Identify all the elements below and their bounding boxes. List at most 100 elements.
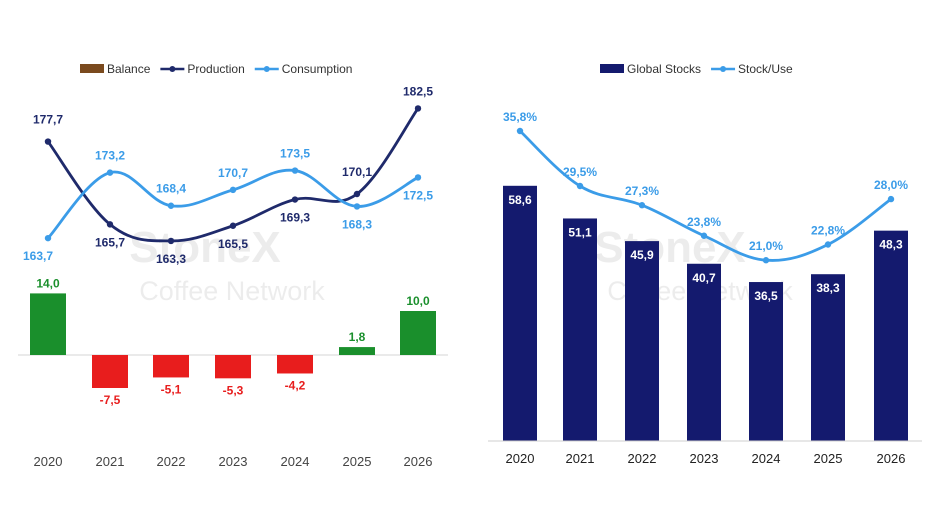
consumption-data-label: 168,3 [342, 217, 372, 231]
production-data-label: 170,1 [342, 165, 372, 179]
production-point [229, 222, 237, 229]
global-stocks-bar [811, 274, 845, 441]
global-stocks-bar [563, 218, 597, 441]
balance-chart: Balance Production Consumption StoneX Coff… [18, 62, 448, 469]
legend-label: Stock/Use [738, 62, 793, 76]
consumption-point [291, 167, 299, 174]
production-point [414, 105, 422, 112]
x-tick-label: 2023 [219, 454, 248, 469]
global-stocks-data-label: 58,6 [508, 193, 532, 207]
stock-use-point [700, 232, 708, 239]
stock-use-data-label: 23,8% [687, 215, 721, 229]
balance-bar [30, 293, 66, 355]
stock-use-data-label: 22,8% [811, 223, 845, 237]
production-point [291, 196, 299, 203]
stock-use-data-label: 21,0% [749, 239, 783, 253]
legend-label: Consumption [282, 62, 353, 76]
x-tick-label: 2021 [566, 451, 595, 466]
legend-label: Global Stocks [627, 62, 701, 76]
stock-use-point [762, 257, 770, 264]
x-tick-label: 2022 [157, 454, 186, 469]
global-stocks-bars [503, 185, 908, 441]
global-stocks-bar [503, 185, 537, 441]
stock-use-data-label: 35,8% [503, 110, 537, 124]
x-tick-label: 2022 [628, 451, 657, 466]
stock-use-point [576, 182, 584, 190]
x-tick-label: 2026 [404, 454, 433, 469]
consumption-point [353, 203, 361, 210]
watermark-subtitle: Coffee Network [139, 276, 325, 306]
production-data-label: 182,5 [403, 84, 433, 98]
production-data-label: 165,7 [95, 235, 125, 249]
balance-data-label: 14,0 [36, 276, 60, 290]
x-tick-label: 2025 [343, 454, 372, 469]
stock-use-data-label: 28,0% [874, 178, 908, 192]
consumption-data-label: 170,7 [218, 166, 248, 180]
x-tick-label: 2025 [814, 451, 843, 466]
legend-swatch-bar [80, 64, 104, 73]
balance-data-label: -5,3 [223, 383, 244, 397]
global-stocks-bar [625, 241, 659, 441]
x-tick-label: 2021 [96, 454, 125, 469]
consumption-point [414, 174, 422, 181]
balance-chart-legend: Balance Production Consumption [80, 62, 352, 76]
x-tick-label: 2020 [506, 451, 535, 466]
consumption-data-label: 173,2 [95, 149, 125, 163]
x-tick-label: 2024 [752, 451, 781, 466]
production-consumption-lines [44, 105, 422, 245]
stock-use-data-label: 29,5% [563, 165, 597, 179]
production-data-label: 177,7 [33, 113, 63, 127]
global-stocks-bar [749, 282, 783, 441]
balance-data-label: -7,5 [100, 393, 121, 407]
production-point [167, 237, 175, 245]
data-labels: 58,6 51,1 45,9 40,7 36,5 38,3 48,3 35,8% 29,5% 27… [503, 110, 908, 303]
consumption-point [229, 186, 237, 194]
legend-swatch-marker [263, 66, 270, 72]
global-stocks-bar [874, 230, 908, 441]
legend-label: Balance [107, 62, 151, 76]
balance-data-label: 10,0 [406, 294, 430, 308]
production-data-label: 165,5 [218, 237, 248, 251]
consumption-point [106, 169, 114, 176]
balance-data-label: 1,8 [349, 330, 366, 344]
balance-data-label: -4,2 [285, 378, 306, 392]
stock-use-point [824, 241, 832, 248]
x-axis: 2020 2021 2022 2023 2024 2025 2026 [506, 451, 906, 466]
x-axis: 2020 2021 2022 2023 2024 2025 2026 [34, 454, 433, 469]
balance-data-label: -5,1 [161, 382, 182, 396]
balance-bar [153, 355, 189, 378]
legend-label: Production [187, 62, 244, 76]
stock-use-point [638, 202, 646, 209]
balance-bar [339, 347, 375, 355]
global-stocks-data-label: 36,5 [754, 289, 778, 303]
x-tick-label: 2026 [877, 451, 906, 466]
legend-swatch-marker [720, 66, 727, 72]
stock-use-line [516, 127, 895, 264]
stocks-chart-legend: Global Stocks Stock/Use [600, 62, 793, 76]
legend-swatch-bar [600, 64, 624, 73]
balance-bars [30, 293, 436, 388]
consumption-point [44, 234, 52, 242]
consumption-data-label: 172,5 [403, 188, 433, 202]
global-stocks-data-label: 38,3 [816, 281, 840, 295]
x-tick-label: 2020 [34, 454, 63, 469]
watermark-logo: StoneX [594, 223, 746, 272]
production-data-label: 163,3 [156, 252, 186, 266]
production-point [353, 190, 361, 198]
legend-swatch-marker [169, 66, 176, 72]
production-point [106, 221, 114, 228]
consumption-point [167, 202, 175, 209]
consumption-data-label: 173,5 [280, 147, 310, 161]
x-tick-label: 2024 [281, 454, 310, 469]
global-stocks-data-label: 40,7 [692, 271, 716, 285]
consumption-data-label: 168,4 [156, 182, 186, 196]
global-stocks-bar [687, 263, 721, 441]
stock-use-point [887, 195, 895, 203]
consumption-data-label: 163,7 [23, 249, 53, 263]
global-stocks-data-label: 45,9 [630, 248, 654, 262]
balance-bar [92, 355, 128, 388]
watermark: StoneX Coffee Network [129, 223, 325, 306]
stock-use-data-label: 27,3% [625, 184, 659, 198]
